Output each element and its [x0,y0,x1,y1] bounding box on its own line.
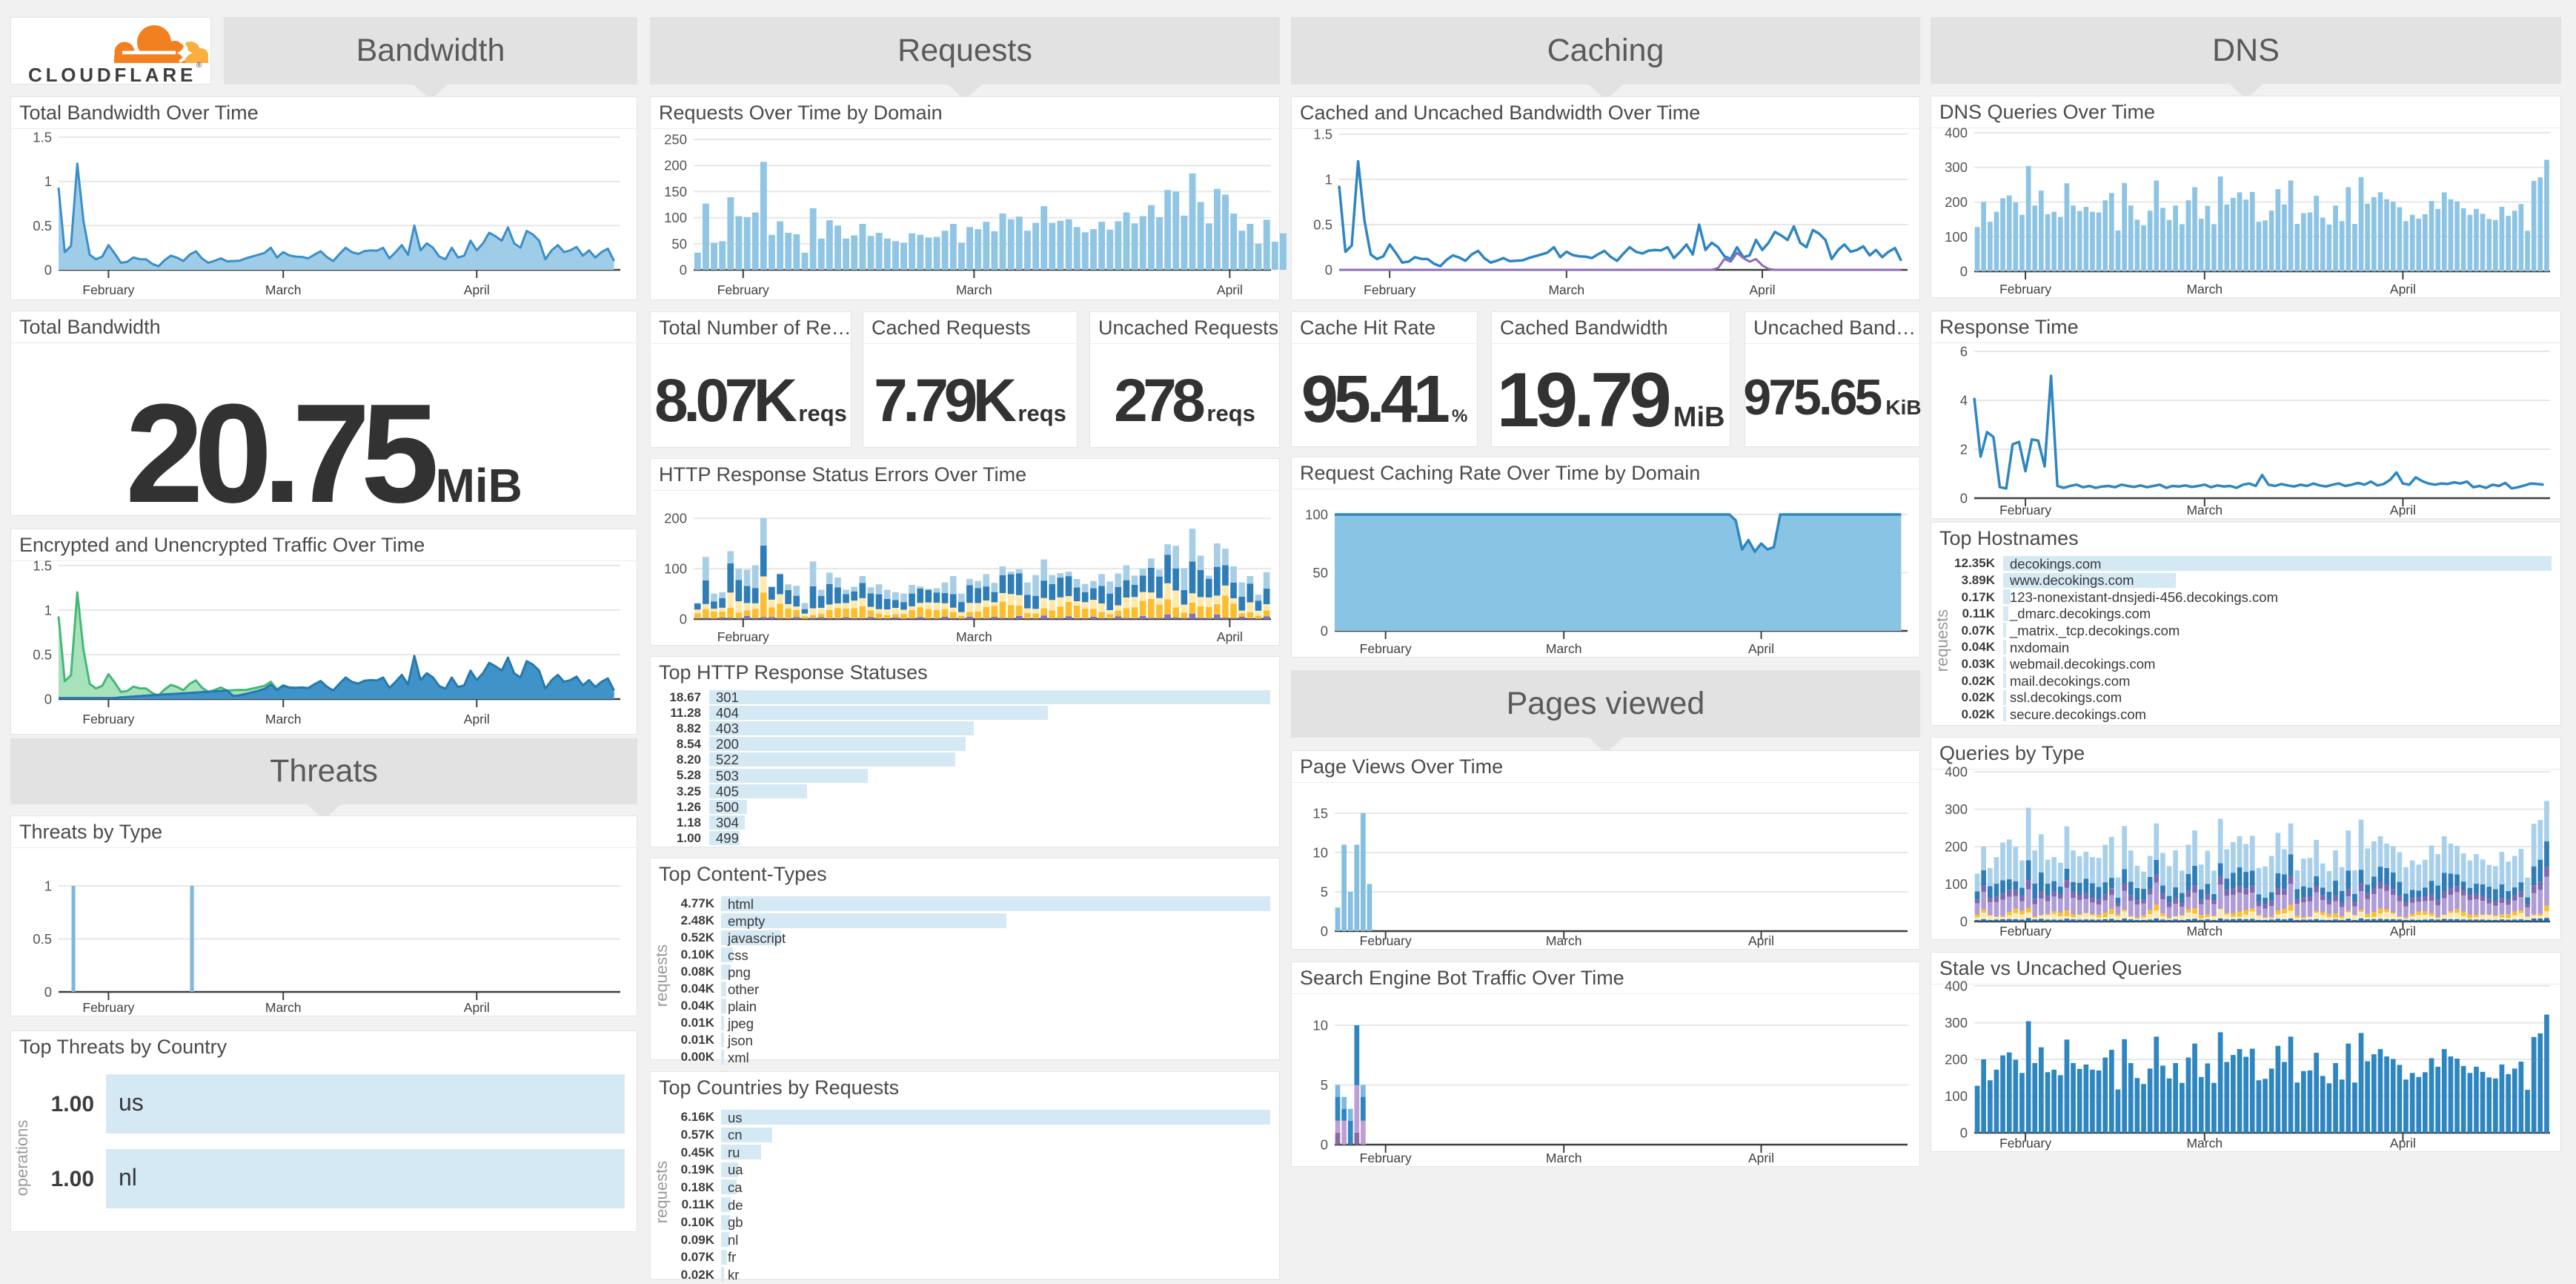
svg-text:200: 200 [1945,194,1968,210]
svg-text:March: March [956,282,992,297]
svg-text:1.5: 1.5 [33,130,52,145]
svg-text:5: 5 [1321,1077,1328,1093]
svg-text:100: 100 [1305,507,1328,523]
svg-text:February: February [82,712,134,727]
svg-text:0: 0 [1960,491,1968,506]
svg-text:February: February [1360,641,1412,656]
svg-text:February: February [1999,1136,2051,1151]
svg-text:March: March [2186,503,2223,517]
svg-text:1.5: 1.5 [1313,127,1332,142]
svg-text:6: 6 [1960,344,1968,360]
svg-text:0: 0 [1960,914,1968,930]
svg-text:March: March [1546,641,1582,656]
svg-text:100: 100 [1945,1088,1968,1104]
svg-text:400: 400 [1945,764,1968,780]
svg-text:10: 10 [1312,845,1328,861]
svg-text:April: April [1748,933,1774,948]
svg-text:April: April [2390,282,2416,297]
svg-text:0: 0 [1325,262,1332,278]
svg-text:200: 200 [664,511,687,526]
svg-text:0.5: 0.5 [33,218,52,234]
svg-text:April: April [1748,1151,1774,1165]
svg-text:February: February [1360,933,1412,948]
svg-text:March: March [2186,924,2223,939]
svg-text:15: 15 [1312,806,1328,821]
svg-text:300: 300 [1945,1015,1968,1030]
svg-text:1.5: 1.5 [33,558,52,574]
svg-text:1: 1 [1325,172,1332,188]
svg-text:April: April [1217,282,1243,297]
svg-text:0.5: 0.5 [1313,217,1332,233]
svg-text:100: 100 [664,561,687,577]
svg-text:March: March [2186,1136,2223,1151]
svg-text:10: 10 [1312,1018,1328,1033]
svg-text:250: 250 [664,132,687,148]
svg-text:0: 0 [1960,1125,1968,1141]
svg-text:0: 0 [44,984,52,1000]
svg-text:200: 200 [1945,839,1968,855]
svg-text:0.5: 0.5 [33,931,52,947]
svg-text:March: March [265,1000,302,1015]
svg-text:March: March [1548,282,1584,297]
svg-text:CLOUDFLARE: CLOUDFLARE [28,64,196,85]
svg-text:®: ® [196,62,202,70]
svg-text:March: March [1546,933,1582,948]
svg-text:0: 0 [1321,924,1328,939]
svg-text:February: February [1360,1151,1412,1165]
svg-text:0: 0 [44,692,52,707]
svg-text:100: 100 [664,210,687,225]
svg-text:150: 150 [664,184,687,199]
svg-text:February: February [1364,282,1415,297]
svg-text:50: 50 [671,236,687,251]
svg-text:1: 1 [44,173,52,189]
svg-text:100: 100 [1945,229,1968,245]
svg-text:March: March [2186,282,2223,297]
svg-text:2: 2 [1960,442,1968,457]
svg-text:February: February [1999,503,2051,517]
svg-text:February: February [717,629,769,644]
svg-text:1: 1 [44,878,52,894]
svg-text:April: April [464,712,490,727]
svg-text:February: February [717,282,769,297]
svg-text:April: April [464,282,490,297]
svg-text:400: 400 [1945,125,1968,141]
svg-text:0: 0 [680,612,687,627]
svg-text:February: February [1999,924,2051,939]
svg-text:0: 0 [1321,1137,1328,1153]
svg-text:April: April [2390,503,2416,517]
svg-text:March: March [265,712,302,727]
svg-text:5: 5 [1321,884,1328,900]
svg-text:April: April [1749,282,1775,297]
svg-text:0: 0 [1960,264,1968,279]
svg-text:April: April [1217,629,1243,644]
svg-text:1: 1 [44,603,52,618]
svg-text:0: 0 [44,262,52,278]
svg-text:March: March [956,629,992,644]
svg-text:0: 0 [680,262,687,278]
svg-text:300: 300 [1945,801,1968,817]
svg-text:200: 200 [1945,1052,1968,1068]
svg-text:March: March [1546,1151,1582,1165]
svg-text:February: February [82,1000,134,1015]
svg-text:March: March [265,282,302,297]
svg-text:February: February [1999,282,2051,297]
svg-text:400: 400 [1945,979,1968,994]
svg-text:0: 0 [1321,623,1328,639]
svg-text:February: February [82,282,134,297]
svg-text:100: 100 [1945,876,1968,892]
svg-text:April: April [2390,1136,2416,1151]
svg-text:April: April [464,1000,490,1015]
svg-text:300: 300 [1945,159,1968,175]
svg-text:50: 50 [1312,565,1328,580]
svg-text:April: April [2390,924,2416,939]
svg-text:0.5: 0.5 [33,647,52,663]
svg-text:4: 4 [1960,393,1968,408]
svg-text:200: 200 [664,158,687,173]
svg-text:April: April [1748,641,1774,656]
